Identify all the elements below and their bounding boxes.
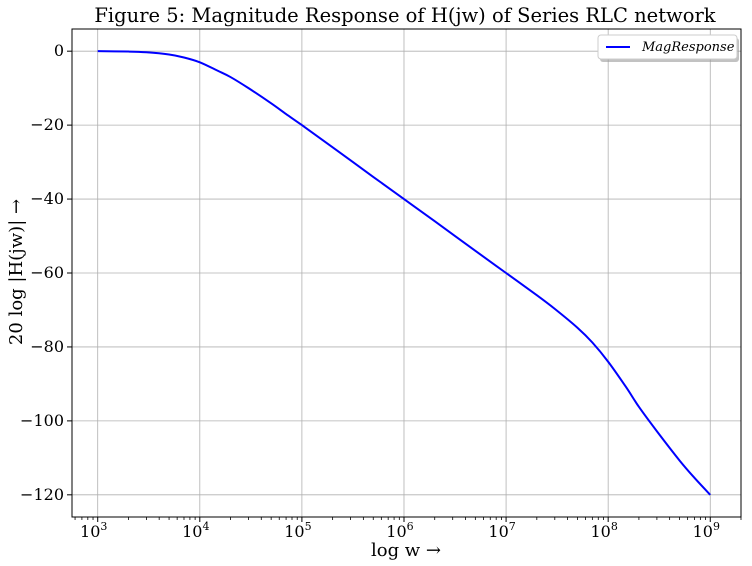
x-tick-label: 104 [182,520,209,541]
x-tick-label: 108 [590,520,617,541]
grid-layer [72,29,741,517]
legend-label: MagResponse [641,40,735,55]
y-axis-label: 20 log |H(jw)| → [6,199,27,345]
x-axis-ticks: 103 104 105 106 107 108 109 [80,517,720,541]
x-axis-label: log w → [371,540,441,561]
y-tick-label: −20 [30,115,64,134]
y-axis-ticks: 0 −20 −40 −60 −80 −100 −120 [20,41,72,504]
x-tick-label: 106 [386,520,413,541]
chart-title: Figure 5: Magnitude Response of H(jw) of… [94,4,715,27]
y-tick-label: −120 [20,485,64,504]
x-tick-label: 105 [284,520,311,541]
y-tick-label: −80 [30,337,64,356]
legend: MagResponse [597,34,739,62]
series-layer [97,50,712,496]
y-tick-label: −60 [30,263,64,282]
y-tick-label: 0 [54,41,64,60]
x-tick-label: 107 [488,520,515,541]
x-tick-label: 109 [693,520,720,541]
x-tick-label: 103 [80,520,107,541]
plot-frame [71,28,742,518]
y-tick-label: −100 [20,411,64,430]
y-tick-label: −40 [30,189,64,208]
legend-box [597,34,738,60]
series-line-magresponse [97,50,712,496]
